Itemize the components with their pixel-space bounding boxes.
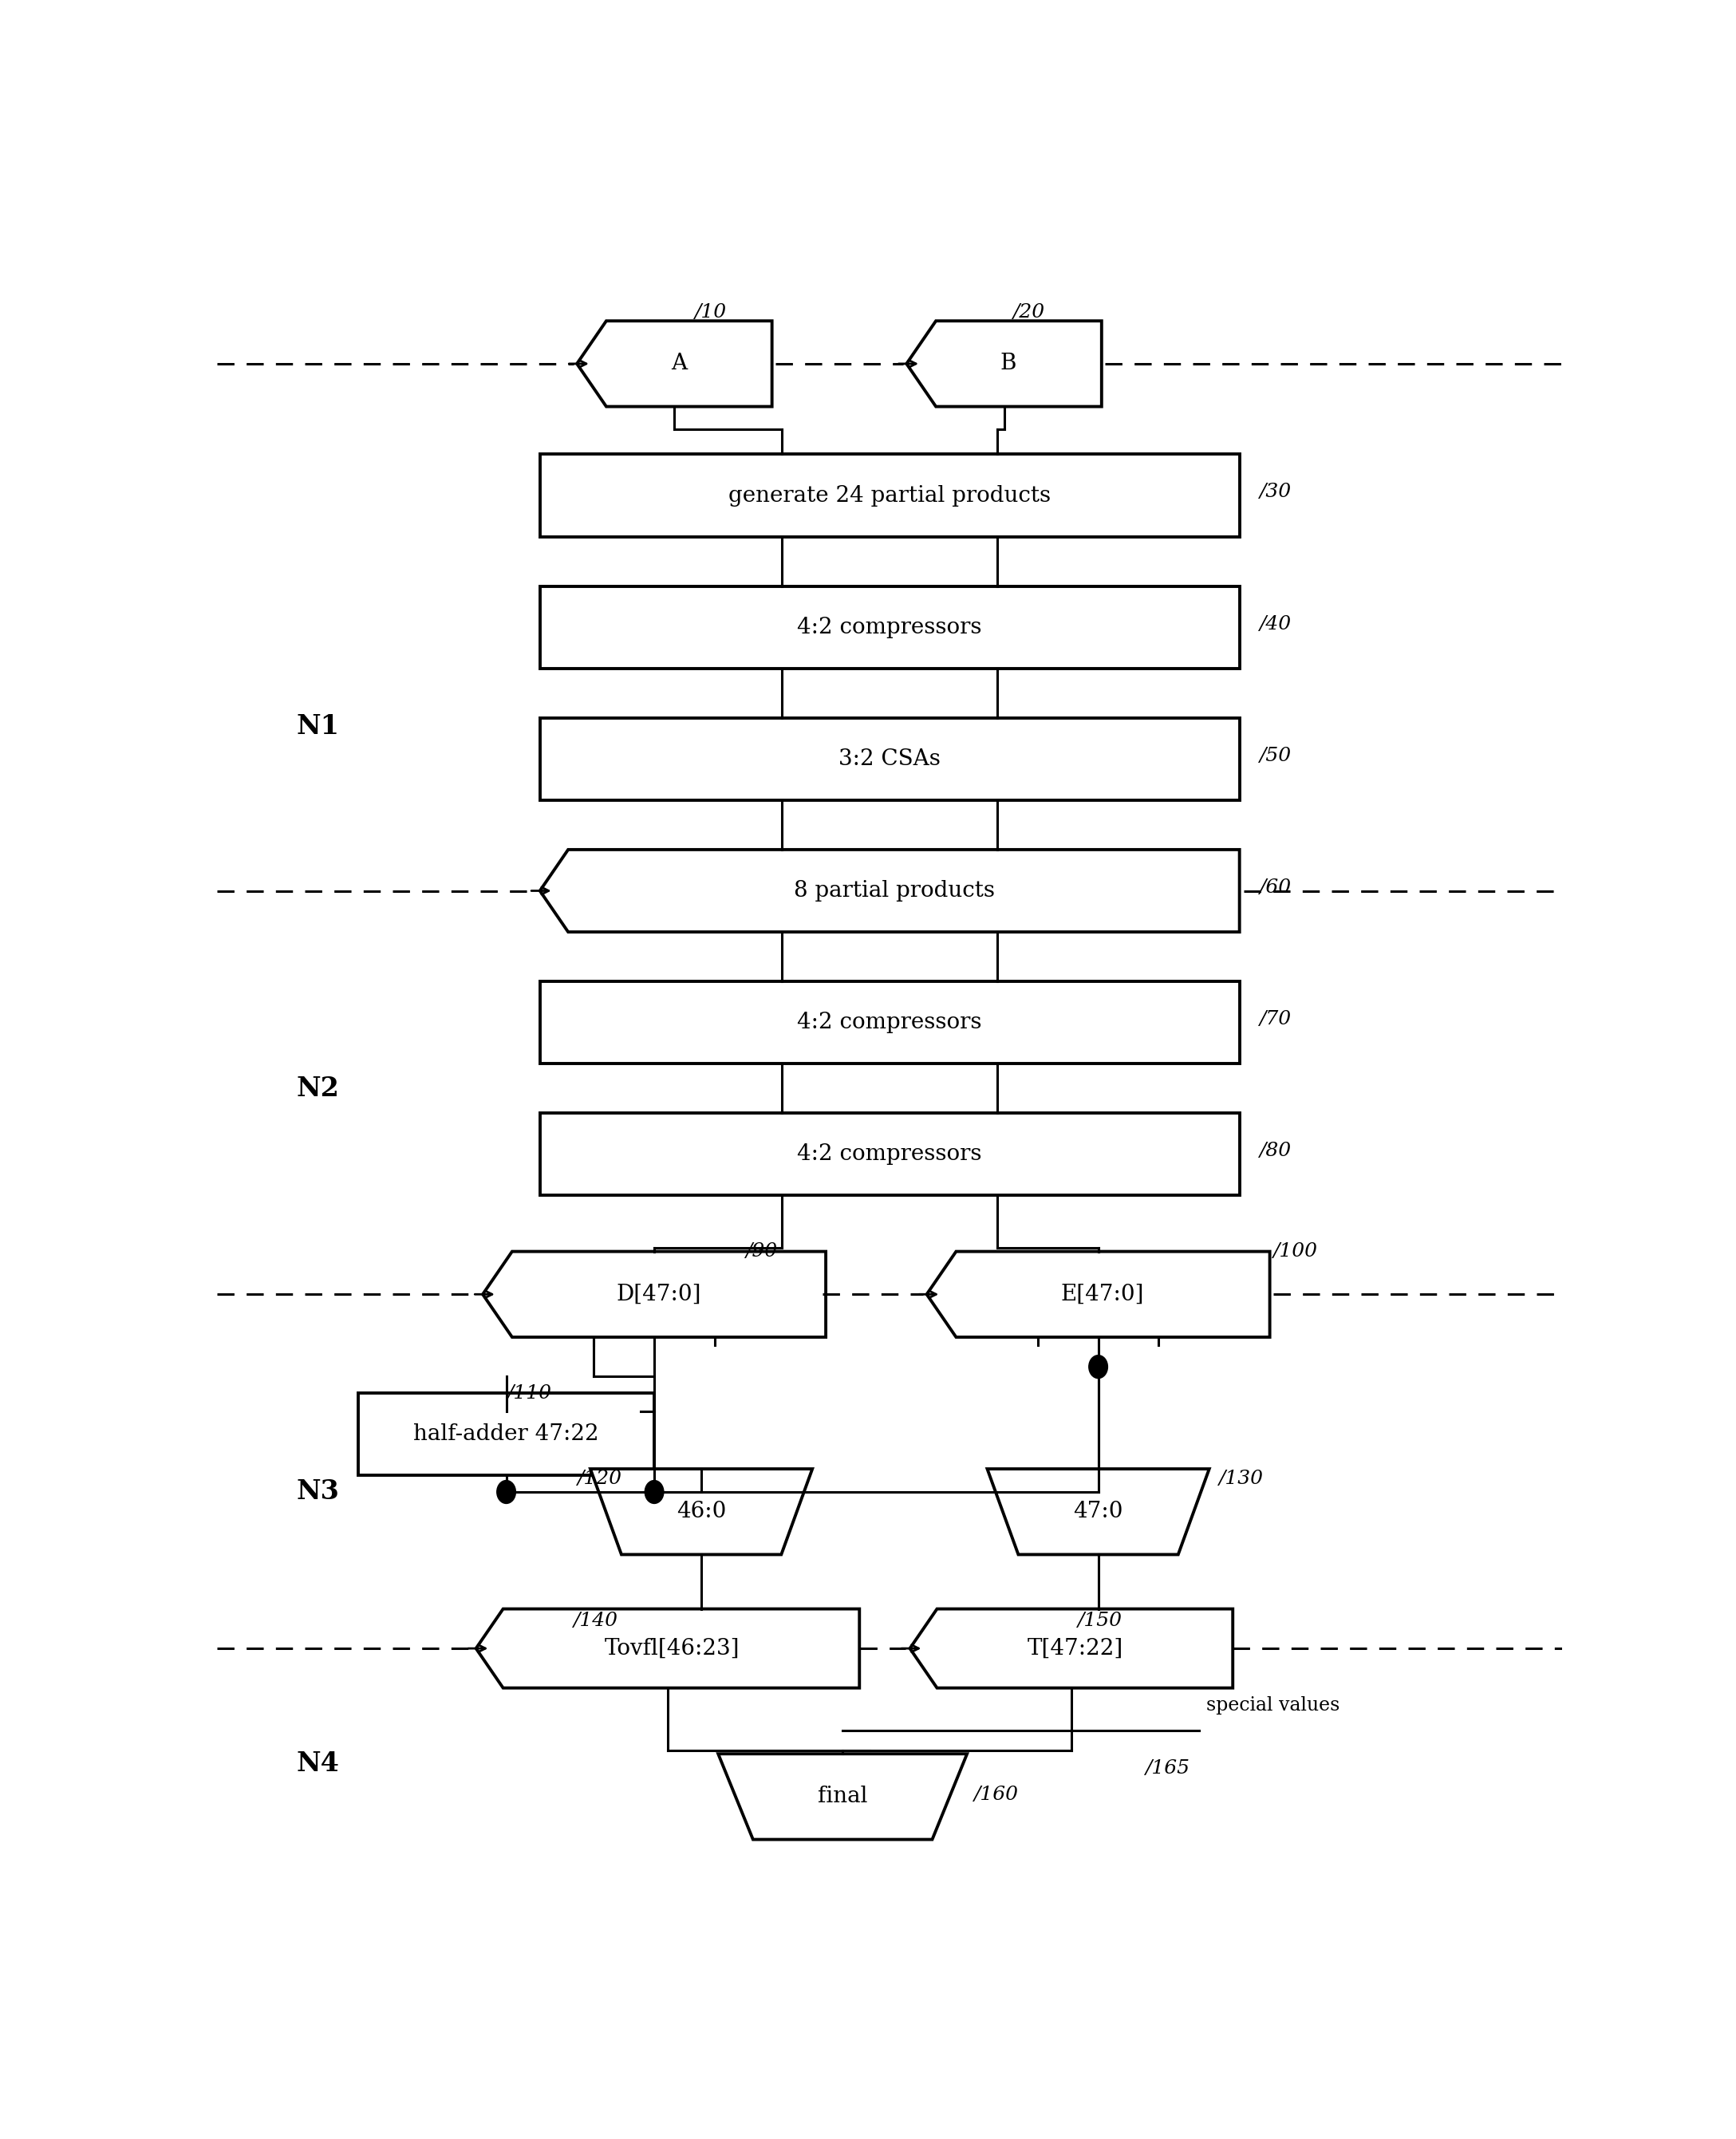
Polygon shape <box>906 321 1102 406</box>
Polygon shape <box>927 1251 1269 1337</box>
Polygon shape <box>483 1251 826 1337</box>
Text: 3:2 CSAs: 3:2 CSAs <box>838 749 941 770</box>
Text: /165: /165 <box>1146 1760 1189 1778</box>
Bar <box>358 1392 654 1476</box>
Text: 46:0: 46:0 <box>677 1502 726 1523</box>
Text: 4:2 compressors: 4:2 compressors <box>797 616 983 637</box>
Text: /10: /10 <box>694 304 727 321</box>
Polygon shape <box>476 1609 859 1688</box>
Text: /120: /120 <box>578 1469 621 1489</box>
Text: N2: N2 <box>297 1076 340 1102</box>
Text: /140: /140 <box>573 1611 618 1630</box>
Bar <box>540 453 1240 537</box>
Text: /110: /110 <box>507 1384 552 1403</box>
Text: generate 24 partial products: generate 24 partial products <box>729 486 1050 507</box>
Text: /30: /30 <box>1260 483 1292 501</box>
Text: /50: /50 <box>1260 747 1292 766</box>
Text: half-adder 47:22: half-adder 47:22 <box>413 1425 599 1446</box>
Polygon shape <box>988 1469 1210 1555</box>
Polygon shape <box>910 1609 1233 1688</box>
Text: 47:0: 47:0 <box>1073 1502 1123 1523</box>
Text: special values: special values <box>1207 1696 1340 1713</box>
Text: E[47:0]: E[47:0] <box>1061 1283 1144 1305</box>
Bar <box>540 1112 1240 1196</box>
Text: /160: /160 <box>974 1786 1019 1803</box>
Text: D[47:0]: D[47:0] <box>616 1283 701 1305</box>
Text: final: final <box>818 1786 868 1807</box>
Text: /90: /90 <box>746 1243 778 1260</box>
Text: 4:2 compressors: 4:2 compressors <box>797 1012 983 1033</box>
Text: N1: N1 <box>297 712 340 740</box>
Polygon shape <box>719 1754 967 1840</box>
Polygon shape <box>540 849 1240 933</box>
Polygon shape <box>576 321 773 406</box>
Polygon shape <box>590 1469 812 1555</box>
Text: /80: /80 <box>1260 1142 1292 1159</box>
Text: 4:2 compressors: 4:2 compressors <box>797 1144 983 1166</box>
Circle shape <box>644 1480 663 1504</box>
Text: /100: /100 <box>1272 1243 1318 1260</box>
Text: /130: /130 <box>1219 1469 1264 1489</box>
Text: Tovfl[46:23]: Tovfl[46:23] <box>604 1638 740 1660</box>
Text: B: B <box>1000 353 1017 374</box>
Text: A: A <box>670 353 687 374</box>
Bar <box>540 982 1240 1063</box>
Text: /150: /150 <box>1078 1611 1123 1630</box>
Text: N3: N3 <box>297 1478 340 1506</box>
Bar <box>540 719 1240 800</box>
Text: /60: /60 <box>1260 879 1292 896</box>
Circle shape <box>1088 1356 1108 1378</box>
Text: T[47:22]: T[47:22] <box>1028 1638 1123 1660</box>
Text: N4: N4 <box>297 1750 340 1778</box>
Text: /70: /70 <box>1260 1010 1292 1029</box>
Circle shape <box>496 1480 516 1504</box>
Text: 8 partial products: 8 partial products <box>793 879 995 901</box>
Text: /40: /40 <box>1260 614 1292 633</box>
Bar <box>540 586 1240 667</box>
Text: /20: /20 <box>1014 304 1045 321</box>
